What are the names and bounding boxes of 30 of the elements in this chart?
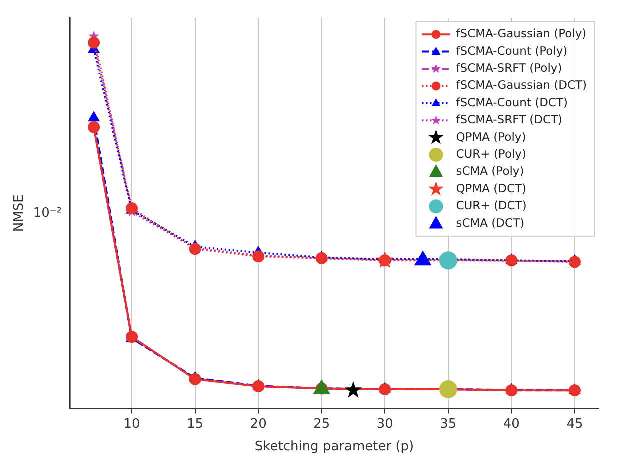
- x-axis-title: Sketching parameter (p): [254, 440, 414, 455]
- legend-label: CUR+ (DCT): [456, 198, 527, 213]
- point: [376, 251, 394, 268]
- legend-label: sCMA (DCT): [456, 216, 525, 230]
- legend-label: fSCMA-SRFT (Poly): [456, 60, 562, 75]
- x-tick-label: 20: [250, 416, 267, 432]
- legend-label: sCMA (Poly): [456, 164, 524, 178]
- legend-label: CUR+ (Poly): [456, 146, 526, 161]
- x-tick-label: 10: [124, 416, 140, 432]
- x-tick-label: 45: [566, 416, 584, 432]
- point: [344, 381, 362, 398]
- legend-label: fSCMA-SRFT (DCT): [456, 112, 563, 127]
- legend-label: fSCMA-Gaussian (DCT): [456, 78, 588, 92]
- legend-label: fSCMA-Gaussian (Poly): [456, 26, 587, 41]
- point: [252, 250, 265, 263]
- x-tick-label: 35: [440, 416, 457, 432]
- point: [439, 380, 458, 398]
- x-tick-label: 25: [314, 416, 330, 432]
- x-tick-label: 30: [376, 416, 394, 432]
- x-tick-label: 15: [187, 416, 204, 432]
- legend-label: fSCMA-Count (Poly): [456, 44, 568, 58]
- point: [88, 112, 100, 122]
- legend-label: QPMA (DCT): [456, 181, 527, 196]
- y-axis-title: NMSE: [12, 194, 28, 232]
- legend-label: QPMA (Poly): [456, 130, 526, 144]
- x-tick-label: 40: [503, 416, 520, 432]
- legend-label: fSCMA-Count (DCT): [456, 95, 568, 110]
- point: [88, 36, 100, 49]
- point: [439, 252, 458, 270]
- text: 10⁻²: [33, 206, 62, 221]
